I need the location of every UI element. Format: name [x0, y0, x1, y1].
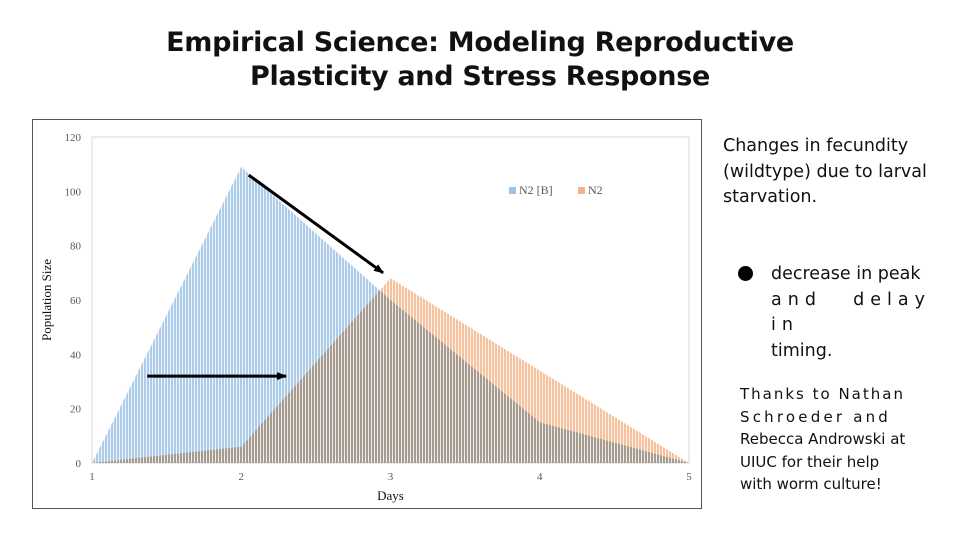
legend-label: N2 [B] [519, 183, 553, 197]
caption: Changes in fecundity (wildtype) due to l… [723, 134, 943, 211]
acknowledgement: Thanks to Nathan Schroeder and Rebecca A… [740, 383, 920, 496]
x-tick-label: 2 [239, 471, 245, 483]
thanks-line-3: Rebecca Androwski at [740, 430, 906, 448]
chart-frame: 0 20 40 60 80 100 120 1 2 3 4 5 Days Population Size N… [32, 119, 702, 509]
y-tick-label: 0 [76, 458, 82, 470]
annotation-arrow-1 [247, 173, 384, 275]
legend-label: N2 [588, 183, 603, 197]
caption-line-1: Changes in fecundity [723, 136, 909, 156]
y-tick-label: 120 [65, 132, 82, 144]
y-tick-label: 40 [70, 349, 82, 361]
y-tick-label: 100 [65, 186, 82, 198]
bullet-line-3: timing. [771, 340, 833, 361]
thanks-line-4: UIUC for their help [740, 452, 880, 471]
bullet-dot-icon [738, 266, 753, 281]
bullet-line-2: and delay in [771, 289, 931, 336]
series-area-n2 [92, 278, 689, 463]
x-tick-label: 3 [388, 471, 394, 483]
legend: N2 [B] N2 [509, 183, 603, 197]
thanks-line-2: Schroeder and [740, 407, 892, 426]
legend-swatch [509, 187, 516, 194]
title-line-2: Plasticity and Stress Response [249, 61, 710, 92]
x-axis-title: Days [377, 488, 404, 503]
thanks-line-1: Thanks to Nathan [740, 385, 905, 403]
x-tick-label: 5 [686, 471, 692, 483]
bullet-text: decrease in peak and delay in timing. [771, 262, 931, 364]
y-tick-label: 20 [70, 404, 82, 416]
x-tick-label: 1 [89, 471, 95, 483]
x-tick-label: 4 [537, 471, 543, 483]
caption-line-2: (wildtype) due to larval [723, 161, 927, 182]
population-area-chart: 0 20 40 60 80 100 120 1 2 3 4 5 Days Population Size N… [39, 132, 692, 503]
thanks-line-5: with worm culture! [740, 475, 882, 493]
y-tick-label: 80 [70, 241, 82, 253]
bullet-line-1: decrease in peak [771, 264, 921, 284]
y-tick-label: 60 [70, 295, 82, 307]
slide-title: Empirical Science: Modeling Reproductive… [0, 26, 960, 94]
legend-swatch [578, 187, 585, 194]
caption-line-3: starvation. [723, 187, 818, 207]
y-axis-title: Population Size [39, 259, 54, 341]
title-line-1: Empirical Science: Modeling Reproductive [166, 27, 794, 58]
